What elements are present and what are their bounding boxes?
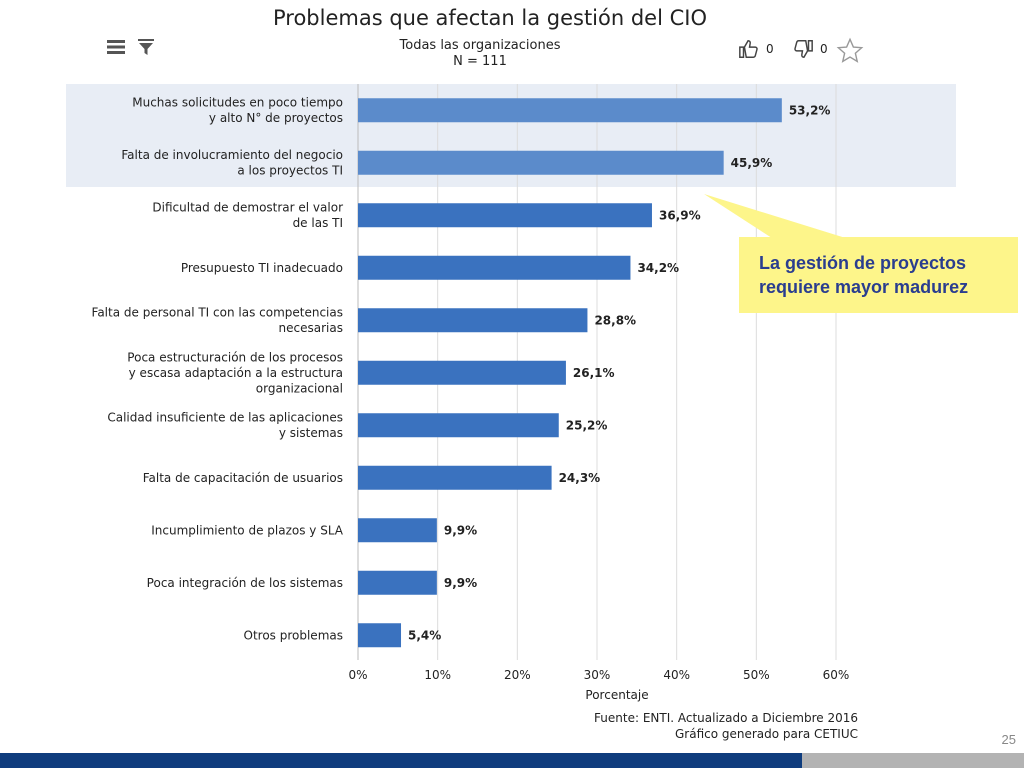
- x-tick-label: 0%: [348, 668, 367, 682]
- bar: [358, 255, 631, 280]
- x-tick-label: 50%: [743, 668, 770, 682]
- bar: [358, 150, 724, 175]
- thumbs-down-icon: [794, 40, 813, 58]
- source-note: Fuente: ENTI. Actualizado a Diciembre 20…: [594, 710, 858, 742]
- data-label: 28,8%: [594, 313, 636, 327]
- callout-pointer: [704, 194, 852, 240]
- data-label: 45,9%: [731, 156, 773, 170]
- callout-line: requiere mayor madurez: [759, 277, 969, 297]
- menu-button[interactable]: [106, 38, 126, 60]
- category-label: Dificultad de demostrar el valor de las T…: [152, 201, 343, 231]
- thumbs-up-icon: [739, 40, 758, 58]
- data-label: 34,2%: [637, 261, 679, 275]
- bar: [358, 360, 566, 385]
- star-icon: [836, 37, 864, 63]
- category-label: Presupuesto TI inadecuado: [181, 261, 343, 275]
- bar-chart: Muchas solicitudes en poco tiempo y alto …: [66, 84, 956, 702]
- bar: [358, 203, 652, 228]
- like-button[interactable]: 0: [738, 38, 774, 60]
- favorite-button[interactable]: [836, 37, 864, 69]
- bar: [358, 413, 559, 438]
- x-tick-label: 40%: [663, 668, 690, 682]
- bar: [358, 98, 782, 123]
- subtitle-line: N = 111: [453, 54, 507, 69]
- bar: [358, 465, 552, 490]
- dislike-button[interactable]: 0: [792, 38, 828, 60]
- callout-box: La gestión de proyectos requiere mayor m…: [739, 237, 1018, 313]
- bar: [358, 570, 437, 595]
- category-label: Falta de capacitación de usuarios: [143, 471, 343, 485]
- x-tick-label: 60%: [823, 668, 850, 682]
- data-label: 9,9%: [444, 576, 477, 590]
- category-label: Falta de personal TI con las competencia…: [92, 306, 343, 336]
- source-line: Fuente: ENTI. Actualizado a Diciembre 20…: [594, 711, 858, 725]
- data-label: 26,1%: [573, 366, 615, 380]
- source-line: Gráfico generado para CETIUC: [674, 727, 858, 741]
- category-label: Poca integración de los sistemas: [147, 576, 343, 590]
- data-label: 9,9%: [444, 523, 477, 537]
- data-label: 36,9%: [659, 208, 701, 222]
- chart-subtitle: Todas las organizaciones N = 111: [0, 38, 960, 70]
- data-label: 5,4%: [408, 628, 441, 642]
- category-label: Muchas solicitudes en poco tiempo y alto …: [132, 96, 343, 126]
- x-tick-label: 20%: [504, 668, 531, 682]
- category-label: Poca estructuración de los procesos y esc…: [127, 350, 343, 395]
- category-label: Calidad insuficiente de las aplicaciones…: [107, 411, 343, 441]
- hamburger-menu-icon: [107, 40, 125, 54]
- x-tick-label: 30%: [584, 668, 611, 682]
- filter-icon: [138, 39, 154, 55]
- data-label: 24,3%: [559, 471, 601, 485]
- category-label: Incumplimiento de plazos y SLA: [151, 523, 344, 537]
- category-label: Falta de involucramiento del negocio a lo…: [121, 148, 343, 178]
- bar: [358, 623, 402, 648]
- filter-button[interactable]: [137, 38, 155, 60]
- x-axis-label: Porcentaje: [585, 688, 648, 702]
- subtitle-line: Todas las organizaciones: [399, 38, 561, 53]
- data-label: 53,2%: [789, 103, 831, 117]
- x-tick-label: 10%: [424, 668, 451, 682]
- footer-bar-blue: [0, 753, 802, 768]
- data-label: 25,2%: [566, 418, 608, 432]
- callout-line: La gestión de proyectos: [759, 253, 967, 273]
- dislike-count: 0: [820, 42, 828, 56]
- bar: [358, 308, 588, 333]
- category-label: Otros problemas: [244, 628, 344, 642]
- page-number: 25: [1001, 732, 1016, 747]
- chart-title: Problemas que afectan la gestión del CIO: [272, 6, 707, 30]
- footer-bar-gray: [802, 753, 1024, 768]
- bar: [358, 518, 437, 543]
- like-count: 0: [766, 42, 774, 56]
